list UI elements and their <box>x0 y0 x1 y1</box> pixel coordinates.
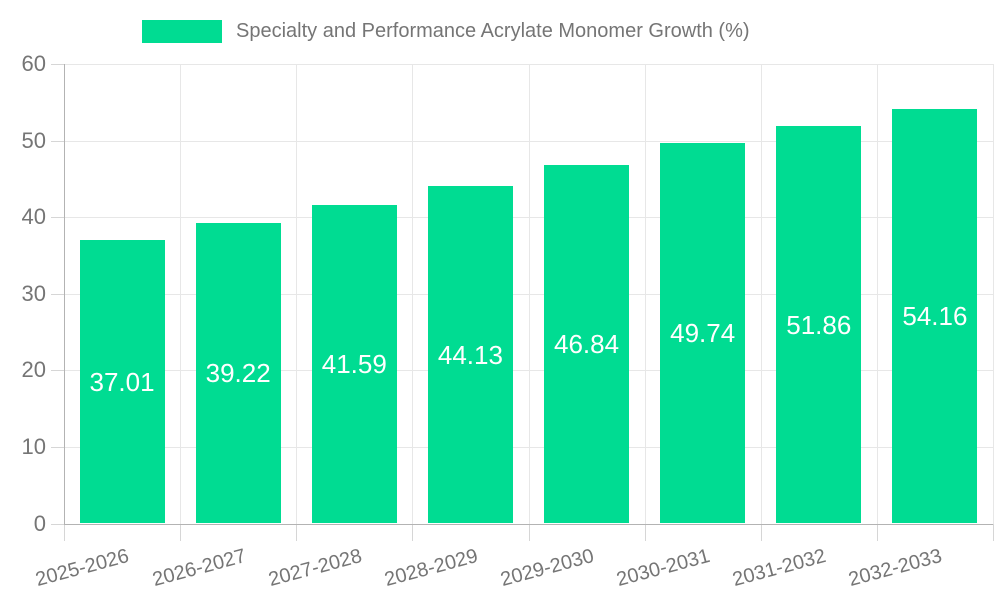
y-axis-label: 60 <box>21 51 46 76</box>
legend-item[interactable]: Specialty and Performance Acrylate Monom… <box>142 20 750 43</box>
x-gridline <box>528 64 530 524</box>
bar-2027-2028[interactable] <box>311 204 397 524</box>
x-gridline <box>180 64 182 524</box>
bar-value-label: 41.59 <box>321 349 387 380</box>
bar-2031-2032[interactable] <box>776 126 862 524</box>
legend-swatch-icon <box>142 20 222 43</box>
x-gridline <box>993 64 994 524</box>
legend: Specialty and Performance Acrylate Monom… <box>142 20 750 43</box>
x-axis-line <box>64 523 993 525</box>
x-axis-label: 2027-2028 <box>265 545 365 592</box>
x-gridline <box>644 64 646 524</box>
legend-label: Specialty and Performance Acrylate Monom… <box>236 20 750 42</box>
bar-value-label: 49.74 <box>670 318 736 349</box>
x-tick <box>180 523 182 541</box>
x-axis-label: 2026-2027 <box>149 545 248 592</box>
x-axis-label: 2029-2030 <box>498 545 597 592</box>
bar-2025-2026[interactable] <box>79 240 165 524</box>
y-tick <box>51 370 64 372</box>
x-tick <box>644 523 646 541</box>
x-axis-label: 2032-2033 <box>846 545 945 592</box>
y-axis-label: 30 <box>21 280 46 306</box>
y-axis-label: 50 <box>21 127 46 153</box>
x-tick <box>412 523 414 541</box>
bar-2029-2030[interactable] <box>544 164 630 524</box>
y-axis-label: 10 <box>21 433 46 459</box>
x-tick <box>760 523 762 541</box>
x-gridline <box>876 64 878 524</box>
bar-value-label: 51.86 <box>786 309 852 340</box>
bar-value-label: 46.84 <box>554 329 620 360</box>
y-tick <box>51 140 64 142</box>
x-tick <box>876 523 878 541</box>
y-axis-label: 20 <box>21 357 46 383</box>
y-tick <box>51 64 64 65</box>
y-tick <box>51 217 64 219</box>
bar-value-label: 39.22 <box>205 358 271 389</box>
x-tick <box>296 523 298 541</box>
bar-2026-2027[interactable] <box>195 223 281 524</box>
y-tick <box>51 446 64 448</box>
y-tick <box>51 523 64 525</box>
bar-value-label: 44.13 <box>437 339 503 370</box>
x-axis-label: 2028-2029 <box>382 545 481 592</box>
y-tick <box>51 293 64 295</box>
bar-2032-2033[interactable] <box>892 108 978 524</box>
x-axis-label: 2025-2026 <box>33 545 132 592</box>
x-gridline <box>296 64 298 524</box>
x-tick <box>528 523 530 541</box>
bar-value-label: 54.16 <box>902 301 968 332</box>
x-axis-label: 2031-2032 <box>730 545 829 592</box>
bar-value-label: 37.01 <box>89 366 155 397</box>
bar-2030-2031[interactable] <box>660 142 746 524</box>
x-axis-label: 2030-2031 <box>614 545 713 592</box>
y-axis-label: 0 <box>33 510 46 536</box>
y-axis-line <box>64 64 65 524</box>
x-gridline <box>760 64 762 524</box>
y-axis-label: 40 <box>21 204 46 230</box>
x-tick <box>64 523 65 541</box>
x-gridline <box>412 64 414 524</box>
bar-2028-2029[interactable] <box>427 185 513 524</box>
x-tick <box>993 523 994 541</box>
